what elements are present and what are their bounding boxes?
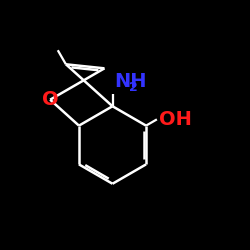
Text: NH: NH: [114, 72, 146, 91]
Text: O: O: [42, 90, 58, 109]
Text: OH: OH: [160, 110, 192, 129]
Text: 2: 2: [129, 81, 138, 94]
